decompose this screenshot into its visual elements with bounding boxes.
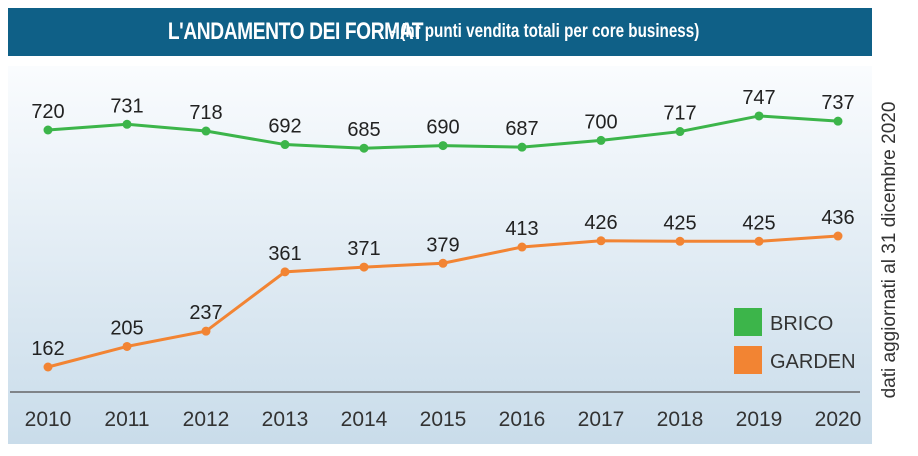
x-tick-label: 2019	[736, 408, 783, 431]
data-point-brico	[596, 135, 606, 145]
data-label-garden: 425	[663, 212, 696, 234]
data-point-brico	[438, 141, 448, 151]
x-tick-label: 2017	[578, 408, 625, 431]
data-point-brico	[675, 127, 685, 137]
data-label-garden: 371	[347, 238, 380, 260]
data-point-brico	[517, 142, 527, 152]
x-tick-label: 2010	[25, 408, 72, 431]
x-tick-label: 2020	[815, 408, 862, 431]
chart-title: L'ANDAMENTO DEI FORMAT - (nr punti vendi…	[8, 8, 872, 56]
data-label-garden: 361	[268, 243, 301, 265]
data-label-garden: 425	[742, 212, 775, 234]
data-point-garden	[517, 242, 527, 252]
x-tick-label: 2013	[262, 408, 309, 431]
data-label-garden: 205	[110, 317, 143, 339]
data-label-brico: 700	[584, 111, 617, 133]
data-point-garden	[754, 236, 764, 246]
data-point-garden	[596, 236, 606, 246]
data-label-brico: 687	[505, 118, 538, 140]
x-tick-label: 2015	[420, 408, 467, 431]
data-point-brico	[43, 125, 53, 135]
data-label-garden: 413	[505, 218, 538, 240]
data-label-brico: 685	[347, 119, 380, 141]
data-label-brico: 717	[663, 103, 696, 125]
title-sub: - (nr punti vendita totali per core busi…	[390, 21, 700, 42]
data-point-garden	[122, 341, 132, 351]
data-label-brico: 731	[110, 95, 143, 117]
side-note: dati aggiornati al 31 dicembre 2020	[879, 101, 900, 399]
data-label-brico: 737	[821, 92, 854, 114]
data-point-brico	[754, 111, 764, 121]
data-label-garden: 237	[189, 302, 222, 324]
x-tick-label: 2012	[183, 408, 230, 431]
data-label-garden: 426	[584, 212, 617, 234]
title-main: L'ANDAMENTO DEI FORMAT	[167, 18, 424, 45]
data-point-garden	[280, 267, 290, 277]
data-label-brico: 718	[189, 102, 222, 124]
data-point-garden	[675, 236, 685, 246]
data-point-garden	[201, 326, 211, 336]
legend-label-garden: GARDEN	[770, 351, 856, 373]
legend-swatch-garden	[734, 346, 762, 374]
data-label-brico: 690	[426, 117, 459, 139]
data-point-garden	[43, 362, 53, 372]
data-label-brico: 747	[742, 87, 775, 109]
data-point-brico	[833, 116, 843, 126]
data-label-brico: 692	[268, 116, 301, 138]
x-tick-label: 2011	[104, 408, 149, 431]
data-point-garden	[438, 258, 448, 268]
legend-label-brico: BRICO	[770, 313, 833, 335]
x-tick-label: 2018	[657, 408, 704, 431]
data-label-garden: 379	[426, 234, 459, 256]
x-tick-label: 2016	[499, 408, 546, 431]
data-point-brico	[280, 140, 290, 150]
chart-panel	[8, 66, 872, 444]
data-label-brico: 720	[31, 101, 64, 123]
data-point-garden	[359, 262, 369, 272]
legend-swatch-brico	[734, 308, 762, 336]
x-tick-label: 2014	[341, 408, 388, 431]
data-label-garden: 162	[31, 338, 64, 360]
data-point-garden	[833, 231, 843, 241]
data-point-brico	[359, 143, 369, 153]
data-label-garden: 436	[821, 207, 854, 229]
data-point-brico	[122, 119, 132, 129]
data-point-brico	[201, 126, 211, 136]
